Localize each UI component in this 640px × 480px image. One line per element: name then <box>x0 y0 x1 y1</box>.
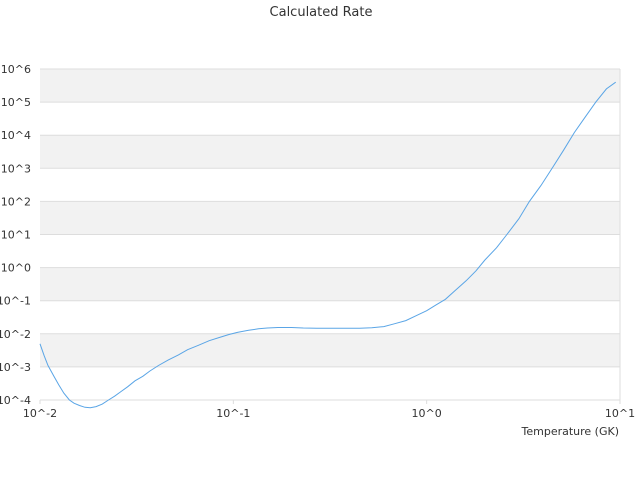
y-tick-label: 10^0 <box>1 262 31 275</box>
y-tick-label: 10^-1 <box>0 295 31 308</box>
plot-gridlines <box>39 68 621 404</box>
y-tick-label: 10^-3 <box>0 361 31 374</box>
y-tick-label: 10^-2 <box>0 328 31 341</box>
series-line <box>39 81 616 409</box>
x-tick-labels: 10^-2 10^-1 10^0 10^1 <box>23 407 635 420</box>
y-tick-label: 10^3 <box>1 162 31 175</box>
y-tick-label: 10^2 <box>1 195 31 208</box>
x-tick-label: 10^-1 <box>216 407 250 420</box>
plot-band <box>40 135 620 169</box>
chart-title: Calculated Rate <box>270 5 373 20</box>
y-tick-label: 10^4 <box>1 129 31 142</box>
plot-bands <box>40 69 620 367</box>
x-tick-label: 10^-2 <box>23 407 57 420</box>
x-tick-label: 10^0 <box>412 407 442 420</box>
series-layer <box>39 81 616 409</box>
x-tick-label: 10^1 <box>605 407 635 420</box>
plot-band <box>40 201 620 235</box>
y-tick-labels: 10^-4 10^-3 10^-2 10^-1 10^0 10^1 10^2 10^3 10^4… <box>0 63 31 407</box>
x-axis-label: Temperature (GK) <box>521 425 620 438</box>
plot-band <box>40 69 620 103</box>
y-tick-label: 10^6 <box>1 63 31 76</box>
y-tick-label: 10^-4 <box>0 394 31 407</box>
plot-band <box>40 267 620 301</box>
y-tick-label: 10^5 <box>1 96 31 109</box>
y-tick-label: 10^1 <box>1 229 31 242</box>
plot-band <box>40 333 620 367</box>
